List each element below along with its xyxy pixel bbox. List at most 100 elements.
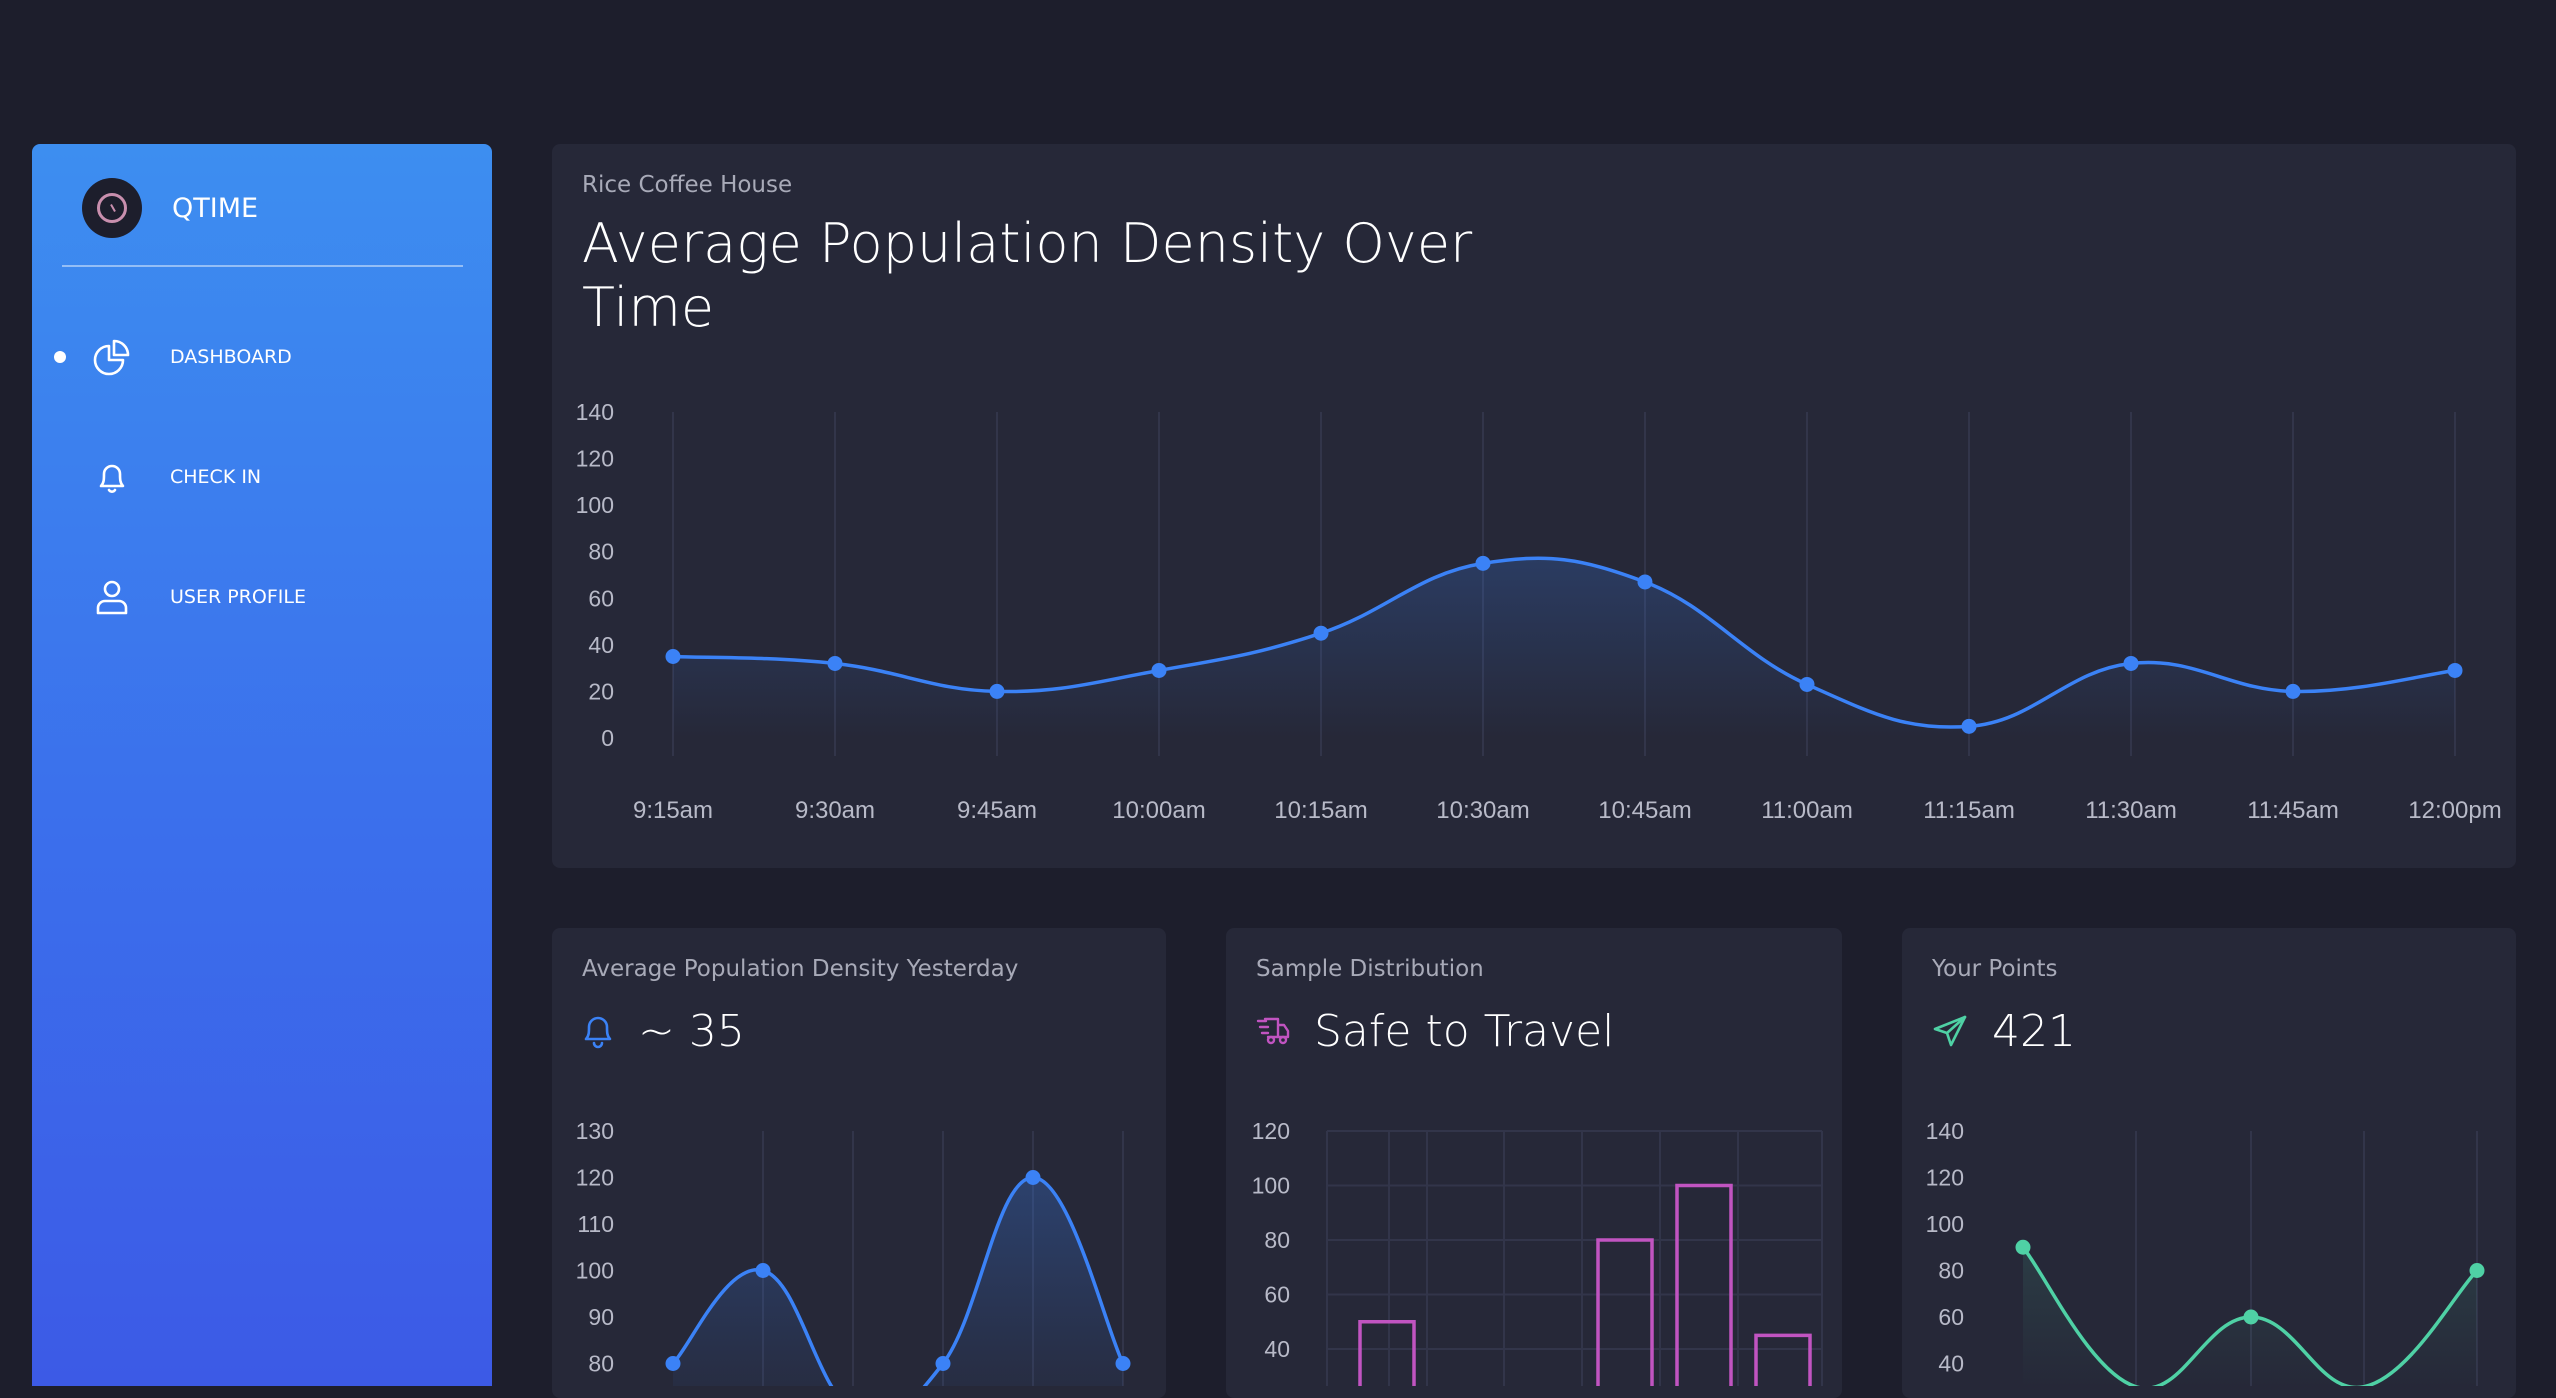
y-tick-label: 110 xyxy=(577,1211,614,1237)
metric: 421 xyxy=(1932,1005,2076,1057)
data-point xyxy=(2015,1239,2031,1255)
data-point xyxy=(1151,662,1167,678)
data-point xyxy=(1799,676,1815,692)
y-tick-label: 100 xyxy=(1926,1211,1964,1237)
x-tick-label: 12:00pm xyxy=(2408,797,2501,824)
card-subtitle: Sample Distribution xyxy=(1256,956,1484,982)
brand-name: QTIME xyxy=(172,192,259,224)
bar xyxy=(1358,1320,1416,1386)
sidebar-item-user-profile[interactable]: USER PROFILE xyxy=(32,567,492,627)
paper-plane-icon xyxy=(1933,1015,1967,1047)
user-icon xyxy=(96,580,128,615)
y-tick-label: 100 xyxy=(576,1258,614,1284)
y-tick-label: 100 xyxy=(1252,1173,1290,1199)
series-area xyxy=(673,1177,1123,1386)
active-indicator xyxy=(54,351,66,363)
data-point xyxy=(2447,662,2463,678)
y-tick-label: 120 xyxy=(576,1165,614,1191)
sidebar: QTIME DASHBOARD CHECK IN USER PROFILE xyxy=(32,144,492,1386)
y-tick-label: 140 xyxy=(1926,1118,1964,1144)
y-tick-label: 140 xyxy=(576,399,614,425)
bar xyxy=(1675,1183,1733,1386)
y-tick-label: 80 xyxy=(1264,1227,1290,1253)
x-tick-label: 10:45am xyxy=(1598,797,1691,824)
series-area xyxy=(2023,1247,2477,1386)
bar xyxy=(1596,1238,1654,1386)
y-tick-label: 100 xyxy=(576,492,614,518)
data-point xyxy=(755,1263,771,1278)
data-point xyxy=(2469,1263,2485,1278)
pie-chart-icon xyxy=(93,339,130,376)
y-tick-label: 40 xyxy=(1938,1351,1964,1377)
y-tick-label: 60 xyxy=(1938,1304,1964,1330)
data-point xyxy=(2123,655,2139,671)
data-point xyxy=(665,649,681,664)
logo-icon xyxy=(82,178,142,238)
data-point xyxy=(2243,1309,2259,1325)
sidebar-item-check-in[interactable]: CHECK IN xyxy=(32,447,492,507)
x-tick-label: 11:30am xyxy=(2085,797,2177,824)
sidebar-item-dashboard[interactable]: DASHBOARD xyxy=(32,327,492,387)
y-tick-label: 130 xyxy=(576,1118,614,1144)
y-tick-label: 40 xyxy=(1264,1336,1290,1362)
points-line-chart: 140 120 100 80 60 40 xyxy=(1926,1118,2485,1386)
page-title: Average Population Density Over Time xyxy=(582,212,1473,339)
y-tick-label: 120 xyxy=(1252,1118,1290,1144)
y-tick-label: 120 xyxy=(576,446,614,472)
data-point xyxy=(935,1356,951,1371)
card-subtitle: Average Population Density Yesterday xyxy=(582,956,1019,982)
data-point xyxy=(827,655,843,671)
card-subtitle: Your Points xyxy=(1932,956,2058,982)
metric-value: Safe to Travel xyxy=(1314,1005,1615,1057)
card-density-yesterday: Average Population Density Yesterday ~ 3… xyxy=(552,928,1166,1398)
data-point xyxy=(1313,625,1329,641)
series-area xyxy=(673,558,2455,738)
brand[interactable]: QTIME xyxy=(82,178,258,238)
data-point xyxy=(2285,683,2301,699)
y-tick-label: 60 xyxy=(588,585,614,611)
metric: Safe to Travel xyxy=(1256,1005,1615,1057)
x-tick-label: 11:45am xyxy=(2247,797,2339,824)
metric: ~ 35 xyxy=(582,1005,745,1057)
sidebar-divider xyxy=(62,265,463,267)
y-tick-label: 80 xyxy=(588,1351,614,1377)
card-subtitle: Rice Coffee House xyxy=(582,172,793,198)
yesterday-line-chart: 130 120 110 100 90 80 xyxy=(576,1118,1131,1386)
bar xyxy=(1754,1333,1812,1386)
y-tick-label: 0 xyxy=(601,725,614,751)
y-tick-label: 120 xyxy=(1926,1165,1964,1191)
data-point xyxy=(1475,555,1491,571)
bell-icon xyxy=(584,1016,612,1049)
data-point xyxy=(1637,574,1653,590)
x-tick-label: 10:00am xyxy=(1112,797,1205,824)
y-tick-label: 80 xyxy=(588,539,614,565)
bell-icon xyxy=(99,464,125,493)
sidebar-item-label: CHECK IN xyxy=(170,466,262,488)
data-point xyxy=(1115,1356,1131,1371)
x-tick-label: 9:30am xyxy=(795,797,875,824)
y-tick-label: 60 xyxy=(1264,1282,1290,1308)
y-tick-label: 80 xyxy=(1938,1258,1964,1284)
x-tick-label: 10:15am xyxy=(1274,797,1367,824)
sidebar-item-label: USER PROFILE xyxy=(170,586,306,608)
metric-value: ~ 35 xyxy=(638,1005,745,1057)
x-tick-label: 11:15am xyxy=(1923,797,2015,824)
x-tick-label: 9:45am xyxy=(957,797,1037,824)
x-tick-label: 10:30am xyxy=(1436,797,1529,824)
y-tick-label: 40 xyxy=(588,632,614,658)
x-tick-label: 11:00am xyxy=(1761,797,1853,824)
data-point xyxy=(1025,1170,1041,1185)
x-tick-label: 9:15am xyxy=(633,797,713,824)
data-point xyxy=(665,1356,681,1371)
sidebar-item-label: DASHBOARD xyxy=(170,346,292,368)
card-sample-distribution: Sample Distribution Safe to Travel xyxy=(1226,928,1842,1398)
card-your-points: Your Points 421 xyxy=(1902,928,2516,1398)
metric-value: 421 xyxy=(1992,1005,2076,1057)
main-chart-card: Rice Coffee House Average Population Den… xyxy=(552,144,2516,868)
shipping-fast-icon xyxy=(1256,1017,1290,1045)
y-tick-label: 90 xyxy=(588,1304,614,1330)
main-line-chart: 140 120 100 80 60 40 20 0 9:15am 9:30am 9:45am 10:… xyxy=(576,399,2502,824)
distribution-bar-chart: 120 100 80 60 40 xyxy=(1252,1118,1823,1386)
data-point xyxy=(1961,718,1977,734)
data-point xyxy=(989,683,1005,699)
